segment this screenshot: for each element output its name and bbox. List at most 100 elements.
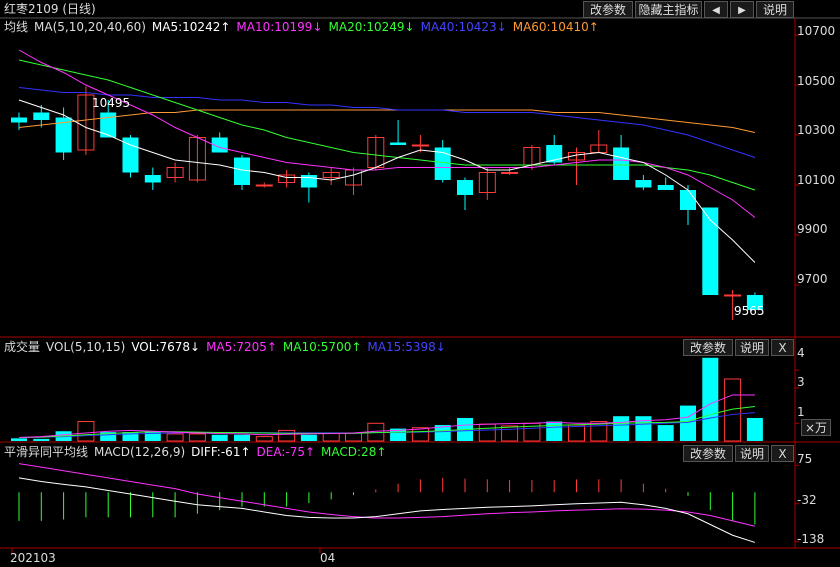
- candle-body: [568, 152, 585, 161]
- macd-modify-params-button[interactable]: 改参数: [683, 445, 733, 462]
- vol-unit-label: ×万: [801, 419, 831, 436]
- vol-modify-params-button[interactable]: 改参数: [683, 339, 733, 356]
- price-tick: 10100: [797, 173, 836, 187]
- candle-body: [746, 295, 763, 310]
- candle-body: [390, 142, 407, 145]
- candle-body: [100, 112, 117, 138]
- candle-body: [55, 117, 72, 153]
- vol-tick: 3: [797, 375, 805, 389]
- candle-body: [166, 167, 184, 178]
- volume-bar: [434, 425, 451, 441]
- macd-help-button[interactable]: 说明: [735, 445, 769, 462]
- macd-close-icon[interactable]: X: [771, 445, 794, 462]
- vol-ma5-value: MA5:7205↑: [206, 340, 277, 354]
- vol-close-icon[interactable]: X: [771, 339, 794, 356]
- candle-body: [144, 175, 161, 183]
- macd-header: 平滑异同平均线 MACD(12,26,9) DIFF:-61↑ DEA:-75↑ MAC…: [4, 443, 392, 461]
- diff-value: DIFF:-61↑: [191, 445, 251, 459]
- date-label-start: 202103: [10, 551, 56, 565]
- macd-tick: -32: [797, 493, 817, 507]
- high-price-annotation: 10495: [92, 96, 131, 110]
- macd-tick: -138: [797, 532, 825, 546]
- volume-bar: [411, 427, 429, 442]
- candle-body: [702, 207, 719, 295]
- volume-bar: [501, 425, 519, 442]
- candle-body: [635, 180, 652, 188]
- dea-value: DEA:-75↑: [256, 445, 316, 459]
- volume-bar: [211, 434, 228, 441]
- ma40-value: MA40:10423↓: [420, 20, 507, 34]
- prev-arrow-icon[interactable]: ◀: [704, 1, 728, 18]
- volume-bar: [166, 433, 184, 442]
- candle-body: [255, 184, 273, 187]
- candle-body: [434, 147, 451, 180]
- candle-body: [613, 147, 630, 180]
- modify-params-button[interactable]: 改参数: [583, 1, 633, 18]
- volume-bar: [322, 432, 340, 442]
- volume-bar: [657, 425, 674, 441]
- hide-main-indicator-button[interactable]: 隐藏主指标: [635, 1, 702, 18]
- volume-bar: [680, 405, 696, 441]
- ma10-value: MA10:10199↓: [236, 20, 323, 34]
- vol-help-button[interactable]: 说明: [735, 339, 769, 356]
- volume-bar: [724, 378, 742, 442]
- vol-indicator: VOL(5,10,15): [46, 340, 126, 354]
- vol-ma10-value: MA10:5700↑: [282, 340, 362, 354]
- candle-body: [11, 117, 27, 123]
- volume-bar: [345, 432, 362, 442]
- vol-value: VOL:7678↓: [131, 340, 201, 354]
- price-tick: 10300: [797, 123, 836, 137]
- next-arrow-icon[interactable]: ▶: [730, 1, 754, 18]
- vol-tick: 4: [797, 346, 805, 360]
- vol-ma15-value: MA15:5398↓: [367, 340, 446, 354]
- candle-body: [501, 172, 519, 174]
- macd-name: 平滑异同平均线: [4, 445, 89, 459]
- volume-bar: [278, 429, 296, 442]
- vol-ma5-line: [18, 394, 755, 438]
- volume-bar: [300, 434, 317, 441]
- chart-title-text: 红枣2109 (日线): [4, 2, 96, 16]
- volume-bar: [234, 434, 250, 441]
- volume-bar: [478, 423, 496, 442]
- candle-body: [657, 185, 674, 190]
- help-button[interactable]: 说明: [756, 1, 794, 18]
- volume-bar: [613, 416, 630, 441]
- low-price-annotation: 9565: [734, 304, 765, 318]
- candle-body: [300, 175, 317, 188]
- ma20-line: [18, 59, 756, 191]
- volume-bar: [702, 357, 719, 441]
- candle-body: [322, 172, 340, 178]
- price-tick: 10700: [797, 24, 836, 38]
- candle-body: [724, 294, 742, 297]
- volume-bar: [122, 432, 139, 441]
- ma-indicator: MA(5,10,20,40,60): [34, 20, 146, 34]
- candle-body: [457, 180, 473, 195]
- volume-bar: [11, 438, 27, 441]
- price-header: 均线 MA(5,10,20,40,60) MA5:10242↑ MA10:10199↓…: [4, 18, 605, 36]
- macd-value: MACD:28↑: [321, 445, 387, 459]
- candle-body: [680, 190, 696, 210]
- candle-body: [546, 145, 563, 163]
- ma60-line: [18, 109, 756, 133]
- volume-bar: [568, 424, 585, 442]
- volume-bar: [590, 421, 608, 442]
- macd-tick: 75: [797, 452, 813, 466]
- macd-indicator: MACD(12,26,9): [94, 445, 186, 459]
- volume-bar: [546, 421, 563, 441]
- vol-tick: 1: [797, 405, 805, 419]
- volume-bar: [100, 432, 117, 441]
- candle-body: [278, 174, 296, 183]
- vol-ma10-line: [18, 405, 755, 438]
- candle-body: [478, 172, 496, 193]
- volume-bar: [77, 421, 95, 442]
- date-label-april: 04: [320, 551, 336, 565]
- ma20-value: MA20:10249↓: [328, 20, 415, 34]
- ma-name: 均线: [4, 20, 29, 34]
- volume-bar: [33, 438, 50, 441]
- ma10-line: [18, 49, 756, 218]
- ma60-value: MA60:10410↑: [512, 20, 599, 34]
- volume-bar: [144, 432, 161, 441]
- vol-name: 成交量: [4, 340, 41, 354]
- candle-body: [33, 112, 50, 120]
